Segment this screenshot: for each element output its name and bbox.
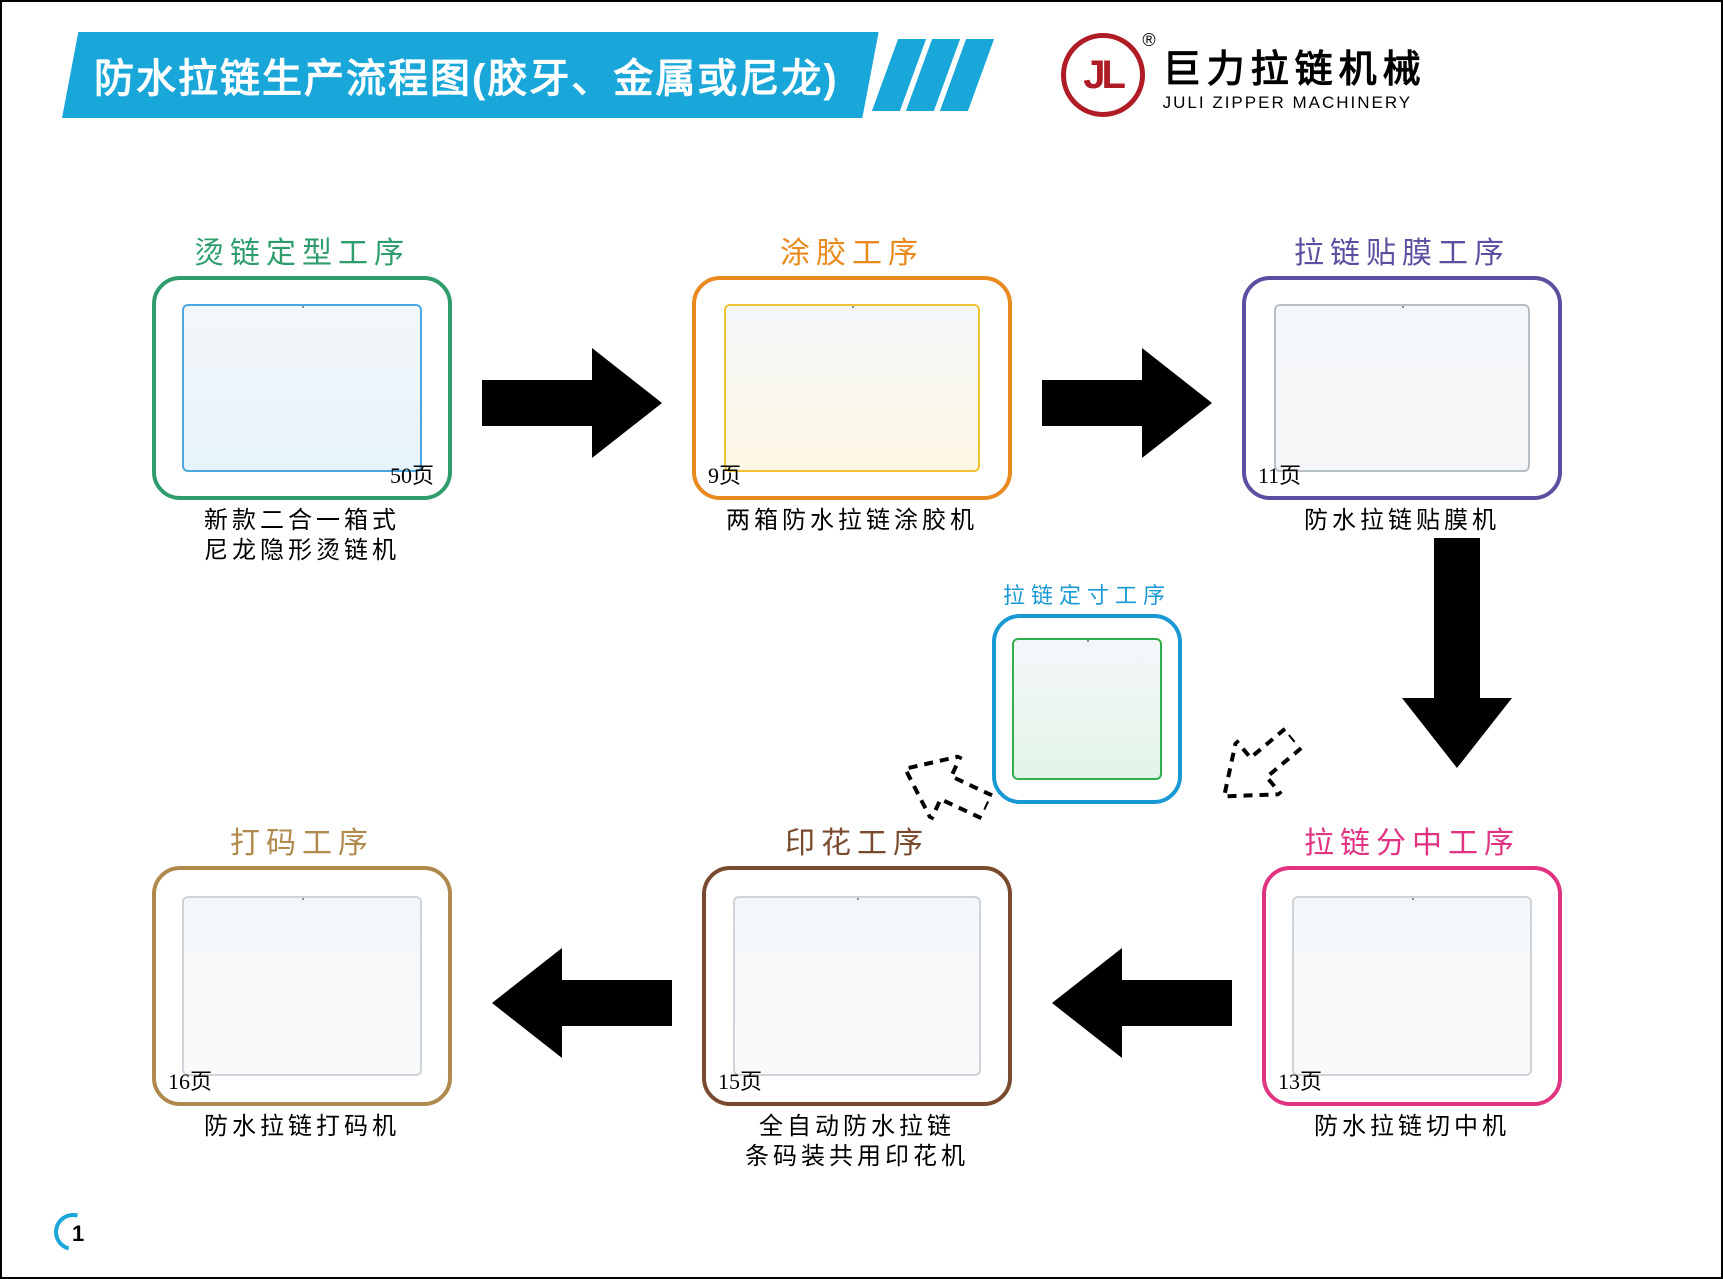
flow-node-n5: 拉链分中工序 13页防水拉链切中机	[1262, 818, 1562, 1142]
title-text: 防水拉链生产流程图(胶牙、金属或尼龙)	[94, 57, 839, 101]
machine-name: 新款二合一箱式尼龙隐形烫链机	[152, 506, 452, 566]
machine-name: 两箱防水拉链涂胶机	[692, 506, 1012, 536]
machine-name: 全自动防水拉链条码装共用印花机	[702, 1112, 1012, 1172]
page-ref: 9页	[708, 458, 741, 490]
machine-illustration	[182, 304, 421, 472]
machine-card: 13页	[1262, 866, 1562, 1106]
machine-illustration	[1012, 638, 1161, 780]
page-header: 防水拉链生产流程图(胶牙、金属或尼龙) JL ® 巨力拉链机械 JULI ZIP…	[2, 2, 1721, 138]
machine-name: 防水拉链切中机	[1262, 1112, 1562, 1142]
machine-card: 9页	[692, 276, 1012, 500]
flow-arrow	[482, 348, 662, 463]
flow-node-n3: 拉链贴膜工序 11页防水拉链贴膜机	[1242, 228, 1562, 536]
machine-card: 50页	[152, 276, 452, 500]
machine-illustration	[724, 304, 980, 472]
machine-illustration	[182, 896, 421, 1077]
flow-arrow	[1052, 948, 1232, 1063]
stage-title: 涂胶工序	[692, 228, 1012, 272]
machine-illustration	[733, 896, 981, 1077]
page-ref: 15页	[718, 1064, 762, 1096]
machine-illustration	[1274, 304, 1530, 472]
title-stripes	[885, 39, 981, 111]
flow-node-n7: 打码工序 16页防水拉链打码机	[152, 818, 452, 1142]
machine-card: 16页	[152, 866, 452, 1106]
flow-node-n2: 涂胶工序 9页两箱防水拉链涂胶机	[692, 228, 1012, 536]
stage-title: 拉链定寸工序	[992, 578, 1182, 610]
brand-block: JL ® 巨力拉链机械 JULI ZIPPER MACHINERY	[1061, 33, 1427, 117]
page-ref: 11页	[1258, 458, 1301, 490]
registered-icon: ®	[1142, 30, 1155, 51]
title-banner: 防水拉链生产流程图(胶牙、金属或尼龙)	[62, 32, 879, 118]
flowchart-canvas: 烫链定型工序50页新款二合一箱式尼龙隐形烫链机涂胶工序9页两箱防水拉链涂胶机拉链…	[2, 138, 1721, 1198]
brand-logo: JL ®	[1061, 33, 1145, 117]
machine-name: 防水拉链贴膜机	[1242, 506, 1562, 536]
brand-logo-text: JL	[1083, 53, 1122, 98]
flow-arrow	[1042, 348, 1212, 463]
flow-node-n1: 烫链定型工序 50页新款二合一箱式尼龙隐形烫链机	[152, 228, 452, 566]
flow-arrow	[492, 948, 672, 1063]
page-ref: 50页	[390, 458, 434, 490]
page-ref: 13页	[1278, 1064, 1322, 1096]
machine-card: 11页	[1242, 276, 1562, 500]
flow-arrow	[1402, 538, 1512, 773]
machine-card	[992, 614, 1182, 804]
brand-text: 巨力拉链机械 JULI ZIPPER MACHINERY	[1163, 38, 1427, 113]
stage-title: 烫链定型工序	[152, 228, 452, 272]
flow-node-n4: 拉链定寸工序	[992, 578, 1182, 804]
stage-title: 打码工序	[152, 818, 452, 862]
stage-title: 拉链贴膜工序	[1242, 228, 1562, 272]
flow-node-n6: 印花工序15页全自动防水拉链条码装共用印花机	[702, 818, 1012, 1172]
page-number: 1	[72, 1221, 84, 1247]
brand-name-cn: 巨力拉链机械	[1163, 38, 1427, 93]
page-ref: 16页	[168, 1064, 212, 1096]
flow-arrow	[1198, 708, 1315, 823]
brand-name-en: JULI ZIPPER MACHINERY	[1163, 93, 1427, 113]
machine-name: 防水拉链打码机	[152, 1112, 452, 1142]
machine-illustration	[1292, 896, 1531, 1077]
machine-card: 15页	[702, 866, 1012, 1106]
stage-title: 拉链分中工序	[1262, 818, 1562, 862]
